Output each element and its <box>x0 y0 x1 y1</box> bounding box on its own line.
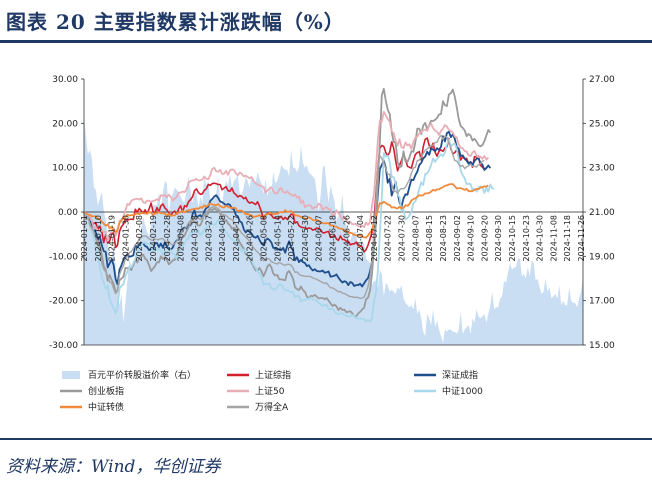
right-tick-label: 19.00 <box>589 252 615 262</box>
x-date-label: 2024-06-26 <box>342 215 351 262</box>
x-date-label: 2024-10-15 <box>508 215 517 262</box>
series-line-2 <box>83 87 492 318</box>
x-date-label: 2024-05-08 <box>260 215 269 262</box>
legend-label: 万得全A <box>255 401 289 413</box>
x-date-label: 2024-03-27 <box>204 215 213 262</box>
x-date-label: 2024-08-23 <box>439 215 448 262</box>
series-line-4 <box>83 138 495 323</box>
right-tick-label: 15.00 <box>589 341 615 351</box>
legend-label: 中证转债 <box>88 401 124 413</box>
legend-label: 中证1000 <box>442 385 483 397</box>
legend-label: 创业板指 <box>88 385 124 397</box>
axes-layer: 30.00 20.00 10.00 0.00 -10.00 -20.00 -30.00 27.… <box>49 75 615 351</box>
x-date-label: 2024-02-08 <box>135 215 144 262</box>
x-date-label: 2024-04-26 <box>246 215 255 261</box>
x-date-label: 2024-07-22 <box>384 215 393 262</box>
right-tick-label: 23.00 <box>589 164 615 174</box>
x-date-label: 2024-09-20 <box>480 215 489 262</box>
legend-label: 上证综指 <box>255 369 291 381</box>
left-tick-label: 0.00 <box>58 208 78 218</box>
x-date-label: 2024-09-30 <box>494 215 503 262</box>
x-date-label: 2024-03-18 <box>191 215 200 262</box>
x-date-label: 2024-02-19 <box>149 215 158 262</box>
area-premium-rate <box>84 116 583 345</box>
legend-label: 上证50 <box>255 386 285 397</box>
left-tick-label: -20.00 <box>49 297 78 307</box>
x-date-label: 2024-06-18 <box>329 215 338 262</box>
x-date-label: 2024-06-07 <box>315 215 324 262</box>
footer-rule <box>0 438 652 440</box>
x-date-label: 2024-01-10 <box>94 215 103 262</box>
x-date-label: 2024-09-10 <box>467 215 476 262</box>
series-lines-layer <box>83 87 495 323</box>
x-date-label: 2024-01-30 <box>121 215 130 262</box>
x-date-label: 2024-08-15 <box>425 215 434 262</box>
series-line-3 <box>83 110 489 242</box>
x-date-label: 2024-07-30 <box>398 215 407 262</box>
legend-label: 百元平价转股溢价率（右） <box>88 369 196 381</box>
source-note: 资料来源：Wind，华创证券 <box>6 457 221 477</box>
title-rule <box>0 40 652 43</box>
x-date-label: 2024-07-04 <box>356 215 365 262</box>
area-layer <box>84 116 583 345</box>
right-tick-label: 21.00 <box>589 208 615 218</box>
page-title: 图表 20 主要指数累计涨跌幅（%） <box>6 10 345 34</box>
x-date-label: 2024-11-18 <box>563 215 572 262</box>
legend-swatch-area <box>62 371 80 379</box>
left-tick-label: 10.00 <box>52 164 78 174</box>
x-date-label: 2024-08-07 <box>411 215 420 262</box>
x-date-label: 2024-11-26 <box>577 215 586 262</box>
series-line-5 <box>83 183 489 239</box>
series-line-0 <box>83 137 489 253</box>
x-date-label: 2024-05-22 <box>287 215 296 262</box>
x-date-label: 2024-07-12 <box>370 215 379 262</box>
left-tick-label: 30.00 <box>52 75 78 85</box>
x-date-label: 2024-05-14 <box>273 215 282 262</box>
left-tick-label: 20.00 <box>52 119 78 129</box>
x-date-label: 2024-02-28 <box>163 215 172 261</box>
x-date-label: 2024-11-08 <box>549 215 558 262</box>
x-date-label: 2024-05-30 <box>301 215 310 262</box>
right-tick-label: 25.00 <box>589 119 615 129</box>
series-line-6 <box>83 134 485 300</box>
x-date-label: 2024-01-19 <box>108 215 117 262</box>
x-date-label: 2024-10-30 <box>536 215 545 262</box>
x-date-label: 2024-10-23 <box>522 215 531 262</box>
right-tick-label: 17.00 <box>589 297 615 307</box>
x-date-label: 2024-09-02 <box>453 215 462 262</box>
x-date-label: 2024-01-01 <box>80 215 89 262</box>
left-tick-label: -30.00 <box>49 341 78 351</box>
x-date-label: 2024-04-08 <box>218 215 227 262</box>
x-date-label: 2024-03-08 <box>177 215 186 262</box>
x-date-label: 2024-04-17 <box>232 215 241 262</box>
left-tick-label: -10.00 <box>49 252 78 262</box>
legend-label: 深证成指 <box>442 369 478 381</box>
right-tick-label: 27.00 <box>589 75 615 85</box>
